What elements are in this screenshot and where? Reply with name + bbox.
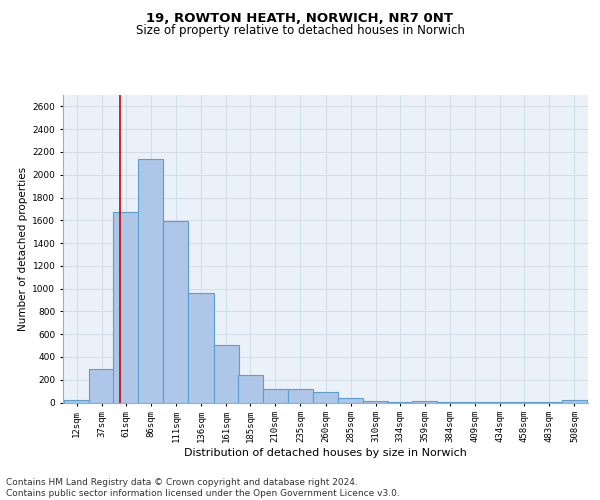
Bar bbox=[138, 159, 163, 402]
Bar bbox=[263, 389, 288, 402]
Bar bbox=[163, 222, 188, 402]
Y-axis label: Number of detached properties: Number of detached properties bbox=[18, 166, 28, 331]
Bar bbox=[238, 374, 263, 402]
X-axis label: Distribution of detached houses by size in Norwich: Distribution of detached houses by size … bbox=[184, 448, 467, 458]
Bar bbox=[562, 400, 587, 402]
Bar bbox=[288, 390, 313, 402]
Text: 19 ROWTON HEATH: 68sqm
← 7% of detached houses are smaller (567)
92% of semi-det: 19 ROWTON HEATH: 68sqm ← 7% of detached … bbox=[0, 499, 1, 500]
Bar bbox=[313, 392, 338, 402]
Bar bbox=[214, 345, 239, 403]
Text: Size of property relative to detached houses in Norwich: Size of property relative to detached ho… bbox=[136, 24, 464, 37]
Bar bbox=[412, 401, 437, 402]
Bar bbox=[113, 212, 138, 402]
Bar bbox=[338, 398, 363, 402]
Bar bbox=[64, 400, 89, 402]
Bar bbox=[188, 293, 214, 403]
Bar bbox=[89, 370, 114, 402]
Text: 19, ROWTON HEATH, NORWICH, NR7 0NT: 19, ROWTON HEATH, NORWICH, NR7 0NT bbox=[146, 12, 454, 26]
Text: Contains HM Land Registry data © Crown copyright and database right 2024.
Contai: Contains HM Land Registry data © Crown c… bbox=[6, 478, 400, 498]
